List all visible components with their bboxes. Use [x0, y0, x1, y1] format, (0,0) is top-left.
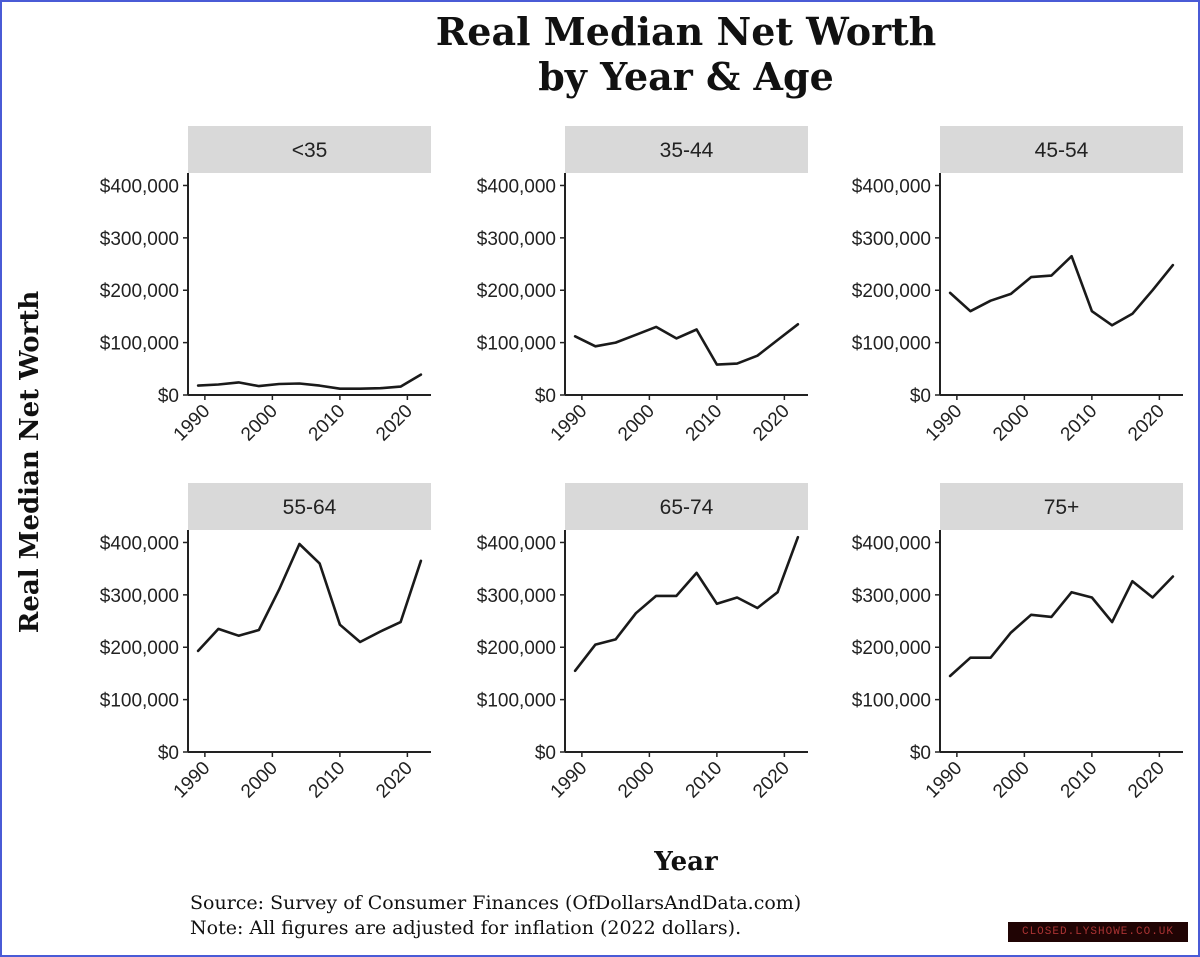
- series-line: [196, 542, 423, 653]
- x-tick-label: 2010: [305, 401, 350, 446]
- series-line: [948, 254, 1175, 327]
- y-tick-label: $0: [535, 743, 556, 764]
- x-tick-label: 2010: [1057, 401, 1102, 446]
- facet-panel: 35-44 $400,000 $300,000 $200,000 $100,000 $01…: [477, 126, 808, 445]
- y-tick-label: $200,000: [477, 638, 556, 659]
- chart-title-line2: by Year & Age: [538, 54, 834, 99]
- facet-panel: <35 $400,000 $300,000 $200,000 $100,000 $0199…: [100, 126, 431, 445]
- facet-strip-label: 65-74: [660, 496, 714, 519]
- y-tick-label: $100,000: [477, 691, 556, 712]
- y-tick-label: $300,000: [852, 586, 931, 607]
- y-tick-label: $0: [910, 386, 931, 407]
- x-tick-label: 2010: [682, 401, 727, 446]
- series-line: [196, 373, 423, 391]
- x-tick-label: 2020: [749, 401, 794, 446]
- facet-panel: 45-54 $400,000 $300,000 $200,000 $100,000 $01…: [852, 126, 1183, 445]
- facet-panel: 65-74 $400,000 $300,000 $200,000 $100,000 $01…: [477, 483, 808, 802]
- x-tick-label: 2020: [1124, 401, 1169, 446]
- x-tick-label: 2000: [237, 758, 282, 803]
- facet-strip: [940, 483, 1183, 530]
- x-tick-label: 1990: [170, 401, 215, 446]
- y-tick-label: $300,000: [100, 586, 179, 607]
- y-tick-label: $100,000: [100, 334, 179, 355]
- x-tick-label: 2010: [305, 758, 350, 803]
- x-tick-label: 1990: [547, 401, 592, 446]
- facet-strip-label: 55-64: [283, 496, 337, 519]
- x-tick-label: 2010: [682, 758, 727, 803]
- facet-strip: [188, 126, 431, 173]
- y-tick-label: $300,000: [852, 229, 931, 250]
- y-tick-label: $0: [158, 386, 179, 407]
- y-tick-label: $400,000: [852, 176, 931, 197]
- inflation-note: Note: All figures are adjusted for infla…: [190, 917, 741, 939]
- y-tick-label: $200,000: [477, 281, 556, 302]
- x-tick-label: 2000: [237, 401, 282, 446]
- series-line: [948, 575, 1175, 678]
- y-tick-label: $300,000: [477, 229, 556, 250]
- facet-panels: <35$400,000$300,000$200,000$100,000$0199…: [100, 126, 1183, 802]
- y-tick-label: $0: [910, 743, 931, 764]
- y-tick-label: $200,000: [852, 281, 931, 302]
- y-tick-label: $400,000: [852, 533, 931, 554]
- facet-strip: [565, 483, 808, 530]
- y-axis-title: Real Median Net Worth: [15, 291, 45, 634]
- x-tick-label: 1990: [547, 758, 592, 803]
- y-tick-label: $300,000: [477, 586, 556, 607]
- facet-strip-label: <35: [292, 139, 328, 162]
- y-tick-label: $100,000: [477, 334, 556, 355]
- x-tick-label: 1990: [922, 758, 967, 803]
- source-note: Source: Survey of Consumer Finances (OfD…: [190, 892, 801, 914]
- y-tick-label: $400,000: [477, 533, 556, 554]
- x-tick-label: 2020: [372, 401, 417, 446]
- series-line: [573, 535, 800, 673]
- chart-title-line1: Real Median Net Worth: [436, 9, 937, 54]
- x-tick-label: 1990: [922, 401, 967, 446]
- facet-strip: [940, 126, 1183, 173]
- x-tick-label: 2000: [614, 758, 659, 803]
- y-tick-label: $100,000: [100, 691, 179, 712]
- y-tick-label: $400,000: [100, 533, 179, 554]
- series-line: [573, 322, 800, 366]
- x-tick-label: 2020: [1124, 758, 1169, 803]
- y-tick-label: $0: [158, 743, 179, 764]
- x-tick-label: 2000: [989, 758, 1034, 803]
- facet-strip: [565, 126, 808, 173]
- y-tick-label: $200,000: [100, 281, 179, 302]
- facet-strip-label: 75+: [1044, 496, 1080, 519]
- facet-panel: 75+ $400,000 $300,000 $200,000 $100,000 $0199…: [852, 483, 1183, 802]
- y-tick-label: $300,000: [100, 229, 179, 250]
- facet-panel: 55-64 $400,000 $300,000 $200,000 $100,000 $01…: [100, 483, 431, 802]
- y-tick-label: $0: [535, 386, 556, 407]
- x-tick-label: 2020: [372, 758, 417, 803]
- x-axis-title: Year: [653, 847, 718, 877]
- y-tick-label: $400,000: [100, 176, 179, 197]
- y-tick-label: $200,000: [852, 638, 931, 659]
- x-tick-label: 2020: [749, 758, 794, 803]
- watermark: CLOSED.LYSHOWE.CO.UK: [1008, 922, 1188, 942]
- x-tick-label: 1990: [170, 758, 215, 803]
- facet-strip-label: 45-54: [1035, 139, 1089, 162]
- facet-strip-label: 35-44: [660, 139, 714, 162]
- y-tick-label: $400,000: [477, 176, 556, 197]
- x-tick-label: 2000: [989, 401, 1034, 446]
- facet-strip: [188, 483, 431, 530]
- y-tick-label: $100,000: [852, 334, 931, 355]
- x-tick-label: 2000: [614, 401, 659, 446]
- y-tick-label: $100,000: [852, 691, 931, 712]
- x-tick-label: 2010: [1057, 758, 1102, 803]
- y-tick-label: $200,000: [100, 638, 179, 659]
